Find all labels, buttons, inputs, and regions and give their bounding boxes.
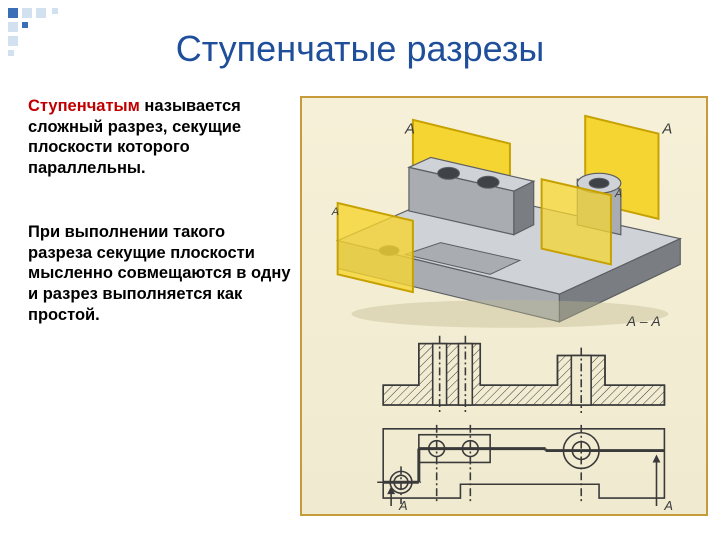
plane-label-left-top: А bbox=[404, 122, 415, 138]
plane-label-left-bottom: А bbox=[331, 206, 339, 218]
part-shadow bbox=[352, 300, 669, 328]
plane-label-right-top: А bbox=[661, 122, 672, 138]
boss-left-hole-2 bbox=[477, 176, 499, 188]
page-title: Ступенчатые разрезы bbox=[0, 28, 720, 70]
plan-view bbox=[377, 425, 664, 506]
arrow-label-right: А bbox=[663, 498, 673, 513]
arrow-label-left: А bbox=[398, 498, 408, 513]
plane-label-right-bottom: А bbox=[614, 188, 622, 200]
section-view bbox=[383, 336, 664, 413]
technical-figure: А А А А bbox=[300, 96, 708, 516]
boss-left-hole-1 bbox=[438, 167, 460, 179]
section-label: А – А bbox=[626, 313, 661, 329]
cutting-plane-right-front bbox=[542, 179, 611, 264]
paragraph-1: Ступенчатым называется сложный разрез, с… bbox=[28, 96, 293, 179]
paragraph-2: При выполнении такого разреза секущие пл… bbox=[28, 222, 293, 325]
boss-right-hole bbox=[589, 178, 609, 188]
boss-left-right bbox=[514, 181, 534, 234]
highlight-term: Ступенчатым bbox=[28, 97, 140, 115]
